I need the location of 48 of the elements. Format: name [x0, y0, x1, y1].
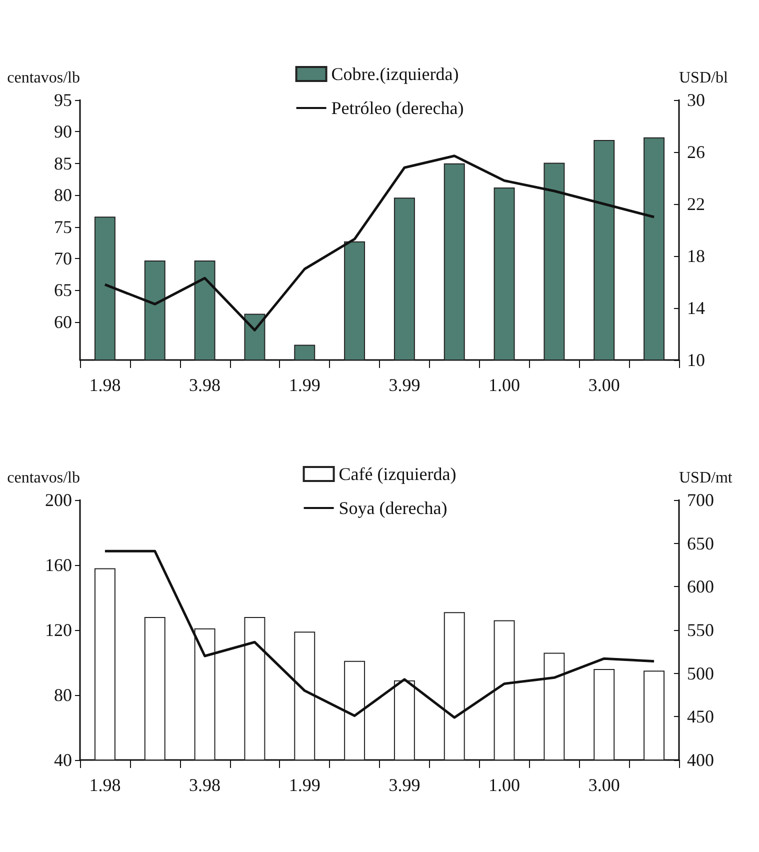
- y-tick-label: 200: [45, 490, 72, 510]
- y2-tick-label: 22: [687, 194, 705, 214]
- x-tick-label: 3.99: [388, 775, 420, 795]
- x-tick-label: 3.98: [189, 775, 221, 795]
- x-tick-label: 1.00: [488, 375, 520, 395]
- y-tick-label: 160: [45, 555, 72, 575]
- y2-axis-title: USD/bl: [679, 70, 728, 86]
- x-tick-label: 1.98: [89, 375, 121, 395]
- y2-tick-label: 550: [687, 620, 714, 640]
- x-tick-label: 3.00: [588, 775, 620, 795]
- y2-tick-label: 18: [687, 246, 705, 266]
- x-tick-label: 1.99: [288, 775, 320, 795]
- y2-tick-label: 650: [687, 533, 714, 554]
- y-tick-label: 85: [54, 153, 72, 174]
- x-tick-label: 3.00: [588, 375, 620, 395]
- legend-label: Petróleo (derecha): [331, 98, 464, 118]
- line-series: [104, 154, 656, 332]
- x-tick-label: 3.99: [388, 375, 420, 395]
- y2-axis-title: USD/mt: [679, 470, 733, 486]
- y2-tick-label: 600: [687, 576, 714, 597]
- y2-tick-label: 14: [687, 298, 705, 318]
- y-tick-label: 65: [54, 280, 72, 300]
- legend-label: Café (izquierda): [338, 464, 456, 484]
- x-tick-label: 3.98: [189, 375, 221, 395]
- y-tick-label: 80: [54, 185, 72, 206]
- legend-label: Cobre.(izquierda): [331, 64, 459, 84]
- y2-tick-label: 400: [687, 750, 714, 770]
- y-tick-label: 90: [54, 122, 72, 142]
- y-axis-title: centavos/lb: [7, 470, 80, 486]
- x-tick-label: 1.99: [288, 375, 320, 395]
- y-tick-label: 60: [54, 312, 72, 332]
- y-tick-label: 70: [54, 248, 72, 269]
- x-tick-label: 1.98: [89, 775, 121, 795]
- y2-tick-label: 500: [687, 663, 714, 684]
- y-tick-label: 75: [54, 216, 72, 237]
- y2-tick-label: 450: [687, 706, 714, 727]
- y2-tick-label: 10: [687, 350, 705, 370]
- line-series: [104, 550, 656, 719]
- x-tick-label: 1.00: [488, 775, 520, 795]
- y2-tick-label: 26: [687, 142, 705, 162]
- legend-label: Soya (derecha): [338, 498, 448, 518]
- y-tick-label: 95: [54, 90, 72, 110]
- y2-tick-label: 700: [687, 490, 714, 510]
- y-tick-label: 80: [54, 685, 72, 705]
- y-axis-title: centavos/lb: [7, 70, 80, 86]
- y-tick-label: 40: [54, 750, 72, 770]
- y-tick-label: 120: [45, 620, 72, 640]
- y2-tick-label: 30: [687, 90, 705, 110]
